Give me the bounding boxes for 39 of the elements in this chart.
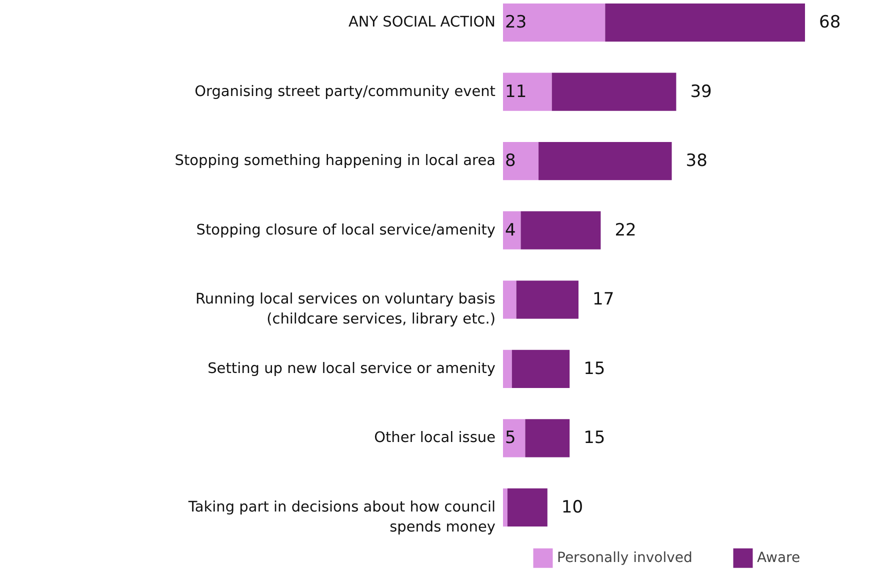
bar [512, 350, 570, 388]
bar [605, 3, 805, 42]
data-label: 4 [505, 220, 516, 240]
bar [503, 72, 552, 111]
bar [503, 280, 516, 319]
legend-label: Aware [757, 550, 800, 566]
total-label: 15 [584, 428, 606, 448]
y-tick-label: Taking part in decisions about how council spends money [187, 499, 496, 536]
y-tick-label: Running local services on voluntary basis (childcare services, library etc.) [195, 292, 496, 328]
bar [552, 72, 676, 111]
total-label: 22 [614, 220, 636, 240]
data-label: 8 [505, 151, 516, 172]
data-label: 11 [505, 82, 527, 102]
legend-label: Personally involved [557, 550, 692, 566]
total-label: 15 [584, 358, 606, 379]
total-label: 17 [592, 290, 614, 310]
y-tick-label: ANY SOCIAL ACTION [348, 14, 496, 31]
bar [525, 419, 570, 458]
bar [503, 211, 521, 250]
y-tick-label: Stopping closure of local service/amenity [196, 222, 496, 238]
total-label: 68 [819, 12, 841, 33]
data-label: 23 [505, 12, 527, 33]
total-label: 10 [561, 497, 584, 518]
bar [507, 488, 548, 527]
total-label: 38 [686, 151, 708, 172]
y-tick-label: Other local issue [374, 430, 496, 446]
bar [503, 3, 606, 42]
bar [503, 142, 539, 180]
bar [516, 280, 578, 319]
bar [538, 142, 672, 180]
bar [520, 211, 601, 250]
y-tick-label: Organising street party/community event [194, 84, 496, 100]
y-tick-label: Stopping something happening in local area [174, 153, 496, 170]
bar [503, 350, 512, 388]
total-label: 39 [690, 82, 712, 102]
bar [503, 488, 508, 527]
y-tick-label: Setting up new local service or amenity [208, 360, 496, 377]
bar [503, 419, 526, 458]
data-label: 5 [505, 428, 516, 448]
